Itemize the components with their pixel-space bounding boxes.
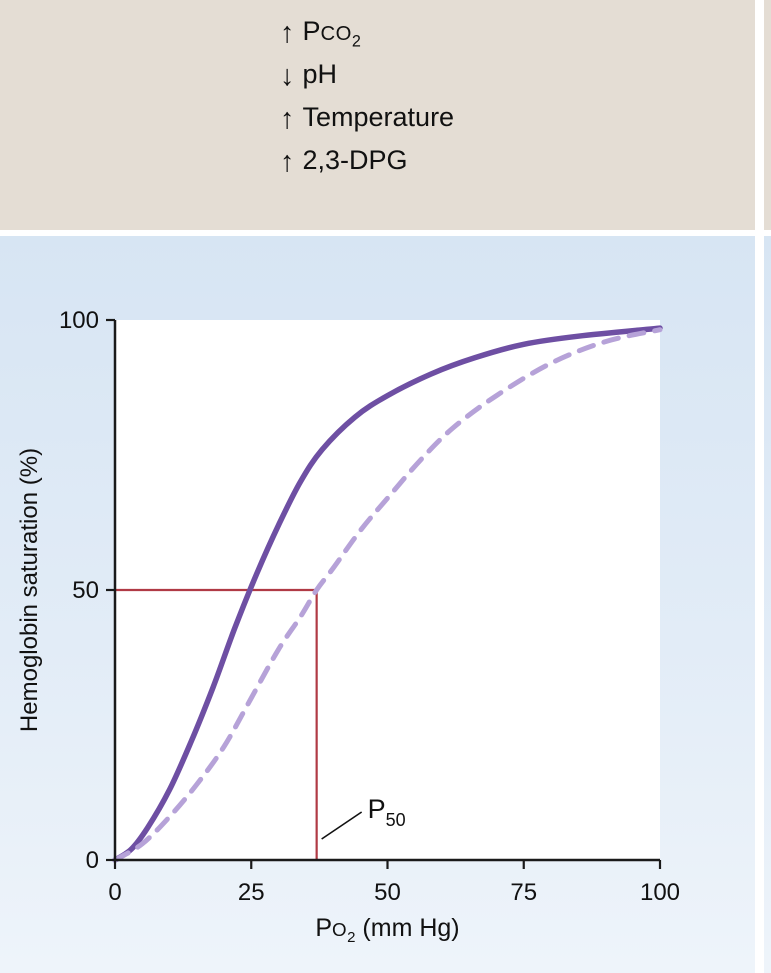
adjacent-chart-edge bbox=[764, 236, 771, 973]
x-axis-title-caps: O bbox=[332, 919, 348, 940]
x-tick-label: 25 bbox=[238, 879, 265, 906]
factor-label: Temperature bbox=[303, 102, 455, 137]
normal-curve bbox=[112, 325, 663, 863]
factor-row: ↑ PCO2 bbox=[280, 12, 755, 55]
factors-panel: ↑ PCO2 ↓ pH ↑ Temperature ↑ 2,3-DPG bbox=[0, 0, 755, 230]
right-shifted-curve bbox=[112, 327, 663, 863]
adjacent-factors-edge bbox=[764, 0, 771, 230]
x-axis-title-main: P bbox=[315, 914, 333, 942]
factor-row: ↑ 2,3-DPG bbox=[280, 141, 755, 184]
p50-leader-line bbox=[321, 811, 363, 840]
up-arrow-icon: ↑ bbox=[280, 103, 295, 135]
dissociation-curve-svg: 0 25 50 75 100 0 50 100 P50 bbox=[59, 307, 680, 906]
up-arrow-icon: ↑ bbox=[280, 17, 295, 49]
adjacent-panel-divider bbox=[764, 230, 771, 236]
up-arrow-icon: ↑ bbox=[280, 146, 295, 178]
main-column: ↑ PCO2 ↓ pH ↑ Temperature ↑ 2,3-DPG 0 25 5… bbox=[0, 0, 755, 973]
x-axis-title-sub: 2 bbox=[347, 929, 356, 946]
factor-label-main: P bbox=[302, 15, 321, 46]
y-axis-title: Hemoglobin saturation (%) bbox=[16, 447, 43, 733]
x-tick-label: 75 bbox=[510, 879, 537, 906]
factor-label-main: pH bbox=[302, 58, 338, 89]
column-divider bbox=[755, 0, 764, 973]
x-axis-title-tail: (mm Hg) bbox=[355, 914, 460, 942]
factor-label-caps: CO bbox=[320, 22, 352, 45]
factor-label: PCO2 bbox=[303, 16, 361, 51]
factor-label-main: Temperature bbox=[302, 101, 455, 132]
x-axis-title: PO2 (mm Hg) bbox=[115, 914, 660, 946]
adjacent-panel-edge bbox=[764, 0, 771, 973]
p50-label: P50 bbox=[368, 794, 406, 830]
y-tick-label: 100 bbox=[59, 307, 99, 334]
y-tick-label: 0 bbox=[86, 847, 99, 874]
panel-divider bbox=[0, 230, 755, 236]
down-arrow-icon: ↓ bbox=[280, 60, 295, 92]
y-tick-label: 50 bbox=[72, 577, 99, 604]
x-tick-label: 0 bbox=[108, 879, 121, 906]
factor-row: ↑ Temperature bbox=[280, 98, 755, 141]
factor-label: pH bbox=[303, 59, 338, 94]
factor-label-main: 2,3-DPG bbox=[302, 144, 408, 175]
factor-row: ↓ pH bbox=[280, 55, 755, 98]
factor-label-sub: 2 bbox=[351, 32, 361, 51]
x-tick-label: 100 bbox=[640, 879, 680, 906]
chart-panel: 0 25 50 75 100 0 50 100 P50 Hemoglobin saturatio… bbox=[0, 236, 755, 973]
x-tick-label: 50 bbox=[374, 879, 401, 906]
factor-label: 2,3-DPG bbox=[303, 145, 408, 180]
